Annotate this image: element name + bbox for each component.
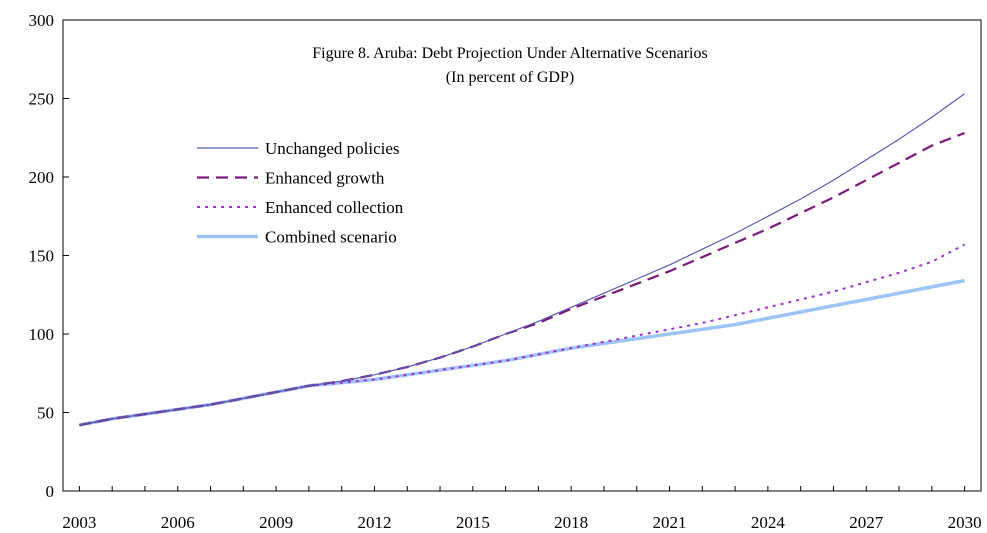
x-tick-label: 2015 [456,513,490,532]
x-tick-label: 2030 [948,513,982,532]
legend-label: Enhanced collection [265,198,404,217]
x-tick-label: 2012 [357,513,391,532]
x-tick-label: 2006 [161,513,195,532]
y-tick-label: 0 [46,482,55,501]
x-axis: 2003 2006 2009 2012 2015 2018 2021 2024 2027 2030 [62,486,982,532]
legend-label: Unchanged policies [265,139,400,158]
x-tick-label: 2009 [259,513,293,532]
y-tick-label: 100 [29,325,55,344]
y-axis: 0 50 100 150 200 250 300 [29,11,69,501]
series-layer [79,93,966,427]
plot-frame [62,19,982,492]
x-tick-label: 2003 [62,513,96,532]
x-tick-label: 2018 [554,513,588,532]
legend-label: Combined scenario [265,228,397,247]
legend-label: Enhanced growth [265,169,385,188]
x-tick-label: 2021 [653,513,687,532]
y-tick-label: 50 [37,404,54,423]
y-tick-label: 150 [29,247,55,266]
chart-subtitle: (In percent of GDP) [446,69,574,86]
y-tick-label: 300 [29,11,55,30]
x-tick-label: 2024 [751,513,786,532]
chart-title: Figure 8. Aruba: Debt Projection Under A… [312,45,707,62]
y-tick-label: 250 [29,90,55,109]
series-line-unchanged-policies [79,93,965,426]
y-tick-label: 200 [29,168,55,187]
x-tick-label: 2027 [849,513,884,532]
legend: Unchanged policies Enhanced growth Enhance… [197,139,404,247]
